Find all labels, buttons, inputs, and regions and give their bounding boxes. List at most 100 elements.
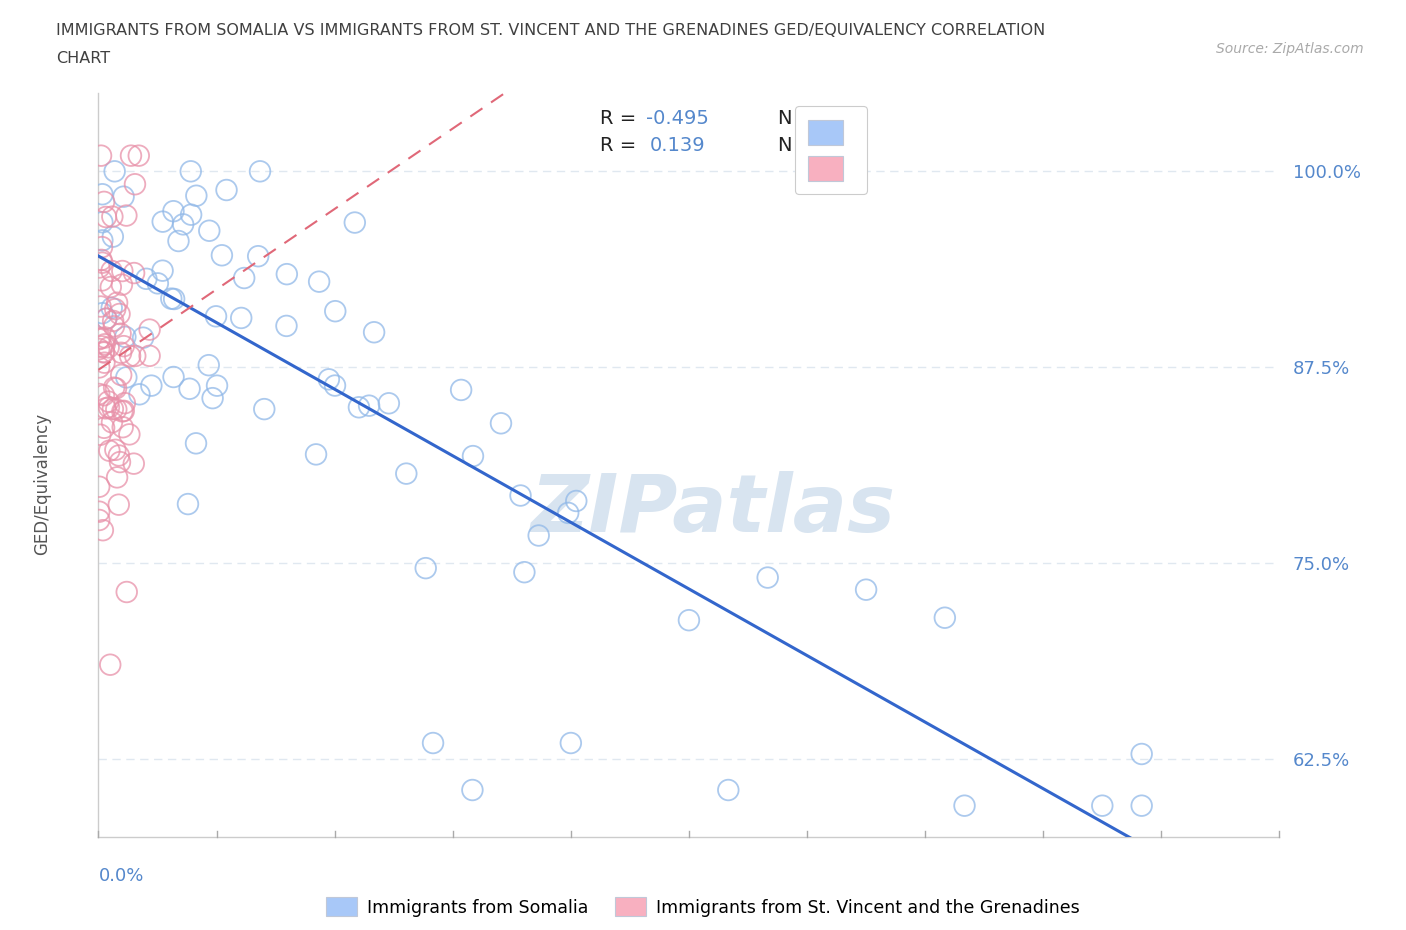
- Point: [90, 299, 112, 314]
- Point: [93, 337, 115, 352]
- Point: [276, 267, 298, 282]
- Point: [107, 498, 129, 512]
- Point: [1130, 798, 1153, 813]
- Point: [138, 322, 160, 337]
- Point: [323, 379, 346, 393]
- Point: [94, 330, 117, 345]
- Point: [378, 396, 401, 411]
- Point: [450, 382, 472, 397]
- Point: [91, 215, 114, 230]
- Point: [101, 415, 124, 430]
- Point: [146, 276, 169, 291]
- Point: [104, 301, 127, 316]
- Point: [253, 402, 276, 417]
- Point: [91, 306, 114, 321]
- Point: [93, 345, 115, 360]
- Text: GED/Equivalency: GED/Equivalency: [34, 413, 51, 554]
- Point: [89, 504, 111, 519]
- Point: [197, 358, 219, 373]
- Point: [305, 447, 328, 462]
- Point: [100, 300, 122, 315]
- Point: [112, 404, 135, 418]
- Point: [93, 194, 115, 209]
- Point: [347, 400, 370, 415]
- Point: [100, 263, 122, 278]
- Point: [1091, 798, 1114, 813]
- Point: [122, 457, 145, 472]
- Point: [89, 387, 111, 402]
- Point: [678, 613, 700, 628]
- Point: [422, 736, 444, 751]
- Point: [110, 367, 132, 382]
- Point: [201, 391, 224, 405]
- Text: 0.139: 0.139: [650, 136, 706, 154]
- Point: [527, 528, 550, 543]
- Point: [179, 381, 201, 396]
- Point: [98, 658, 121, 672]
- Point: [90, 148, 112, 163]
- Point: [186, 188, 208, 203]
- Point: [96, 312, 118, 326]
- Point: [93, 420, 115, 435]
- Text: N =: N =: [778, 109, 821, 127]
- Point: [90, 252, 112, 267]
- Point: [211, 247, 233, 262]
- Point: [103, 380, 125, 395]
- Point: [112, 189, 135, 204]
- Point: [89, 331, 111, 346]
- Point: [395, 466, 418, 481]
- Point: [105, 381, 128, 396]
- Point: [105, 402, 128, 417]
- Point: [953, 798, 976, 813]
- Point: [128, 387, 150, 402]
- Point: [162, 204, 184, 219]
- Point: [110, 345, 132, 360]
- Point: [249, 164, 271, 179]
- Point: [152, 214, 174, 229]
- Point: [108, 455, 131, 470]
- Legend: , : ,: [794, 106, 866, 194]
- Point: [97, 400, 120, 415]
- Point: [91, 232, 114, 247]
- Text: 73: 73: [818, 136, 844, 154]
- Point: [91, 187, 114, 202]
- Point: [89, 360, 111, 375]
- Point: [122, 266, 145, 281]
- Point: [461, 782, 484, 797]
- Point: [215, 182, 238, 197]
- Point: [120, 148, 142, 163]
- Point: [115, 585, 138, 600]
- Point: [308, 274, 330, 289]
- Text: 76: 76: [818, 109, 844, 127]
- Point: [513, 565, 536, 579]
- Legend: Immigrants from Somalia, Immigrants from St. Vincent and the Grenadines: Immigrants from Somalia, Immigrants from…: [326, 897, 1080, 917]
- Point: [98, 444, 121, 458]
- Point: [509, 488, 531, 503]
- Point: [97, 394, 120, 409]
- Text: CHART: CHART: [56, 51, 110, 66]
- Point: [101, 402, 124, 417]
- Text: ZIPatlas: ZIPatlas: [530, 471, 896, 549]
- Point: [323, 304, 346, 319]
- Point: [114, 396, 136, 411]
- Point: [90, 339, 112, 353]
- Point: [363, 325, 385, 339]
- Point: [247, 248, 270, 263]
- Point: [89, 332, 111, 347]
- Point: [180, 164, 202, 179]
- Point: [111, 419, 134, 434]
- Point: [103, 319, 125, 334]
- Point: [89, 341, 111, 356]
- Point: [101, 229, 124, 244]
- Point: [115, 208, 138, 223]
- Point: [91, 255, 114, 270]
- Text: R =: R =: [600, 136, 650, 154]
- Point: [489, 416, 512, 431]
- Point: [359, 398, 381, 413]
- Point: [415, 561, 437, 576]
- Text: 0.0%: 0.0%: [98, 867, 143, 884]
- Point: [96, 312, 118, 326]
- Point: [89, 260, 111, 275]
- Point: [91, 240, 114, 255]
- Text: N =: N =: [778, 136, 821, 154]
